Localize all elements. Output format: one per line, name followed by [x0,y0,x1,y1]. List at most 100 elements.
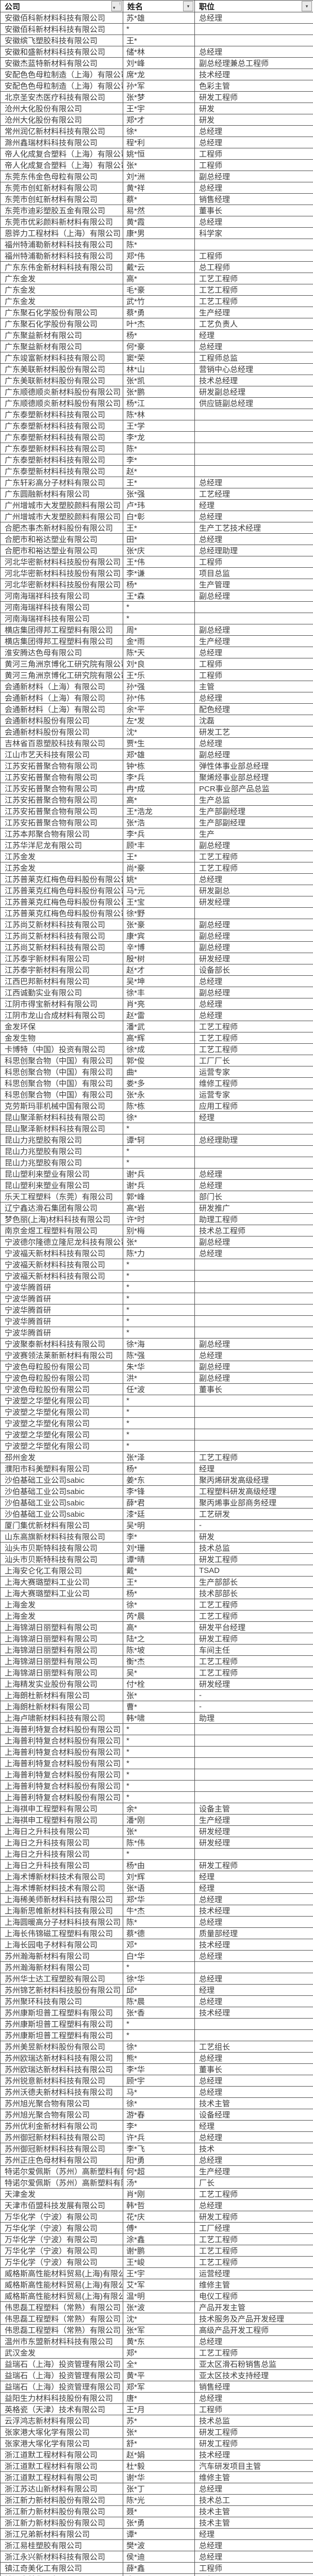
cell-company[interactable]: 上海普利特复合材料股份有限公司 [0,1780,123,1792]
cell-title[interactable]: 副总经理 [194,839,313,851]
cell-company[interactable]: 江苏普莱克红梅色母料股份有限公司 [0,896,123,908]
cell-title[interactable]: 研发经理 [194,953,313,964]
cell-name[interactable]: 冉*成 [123,783,195,794]
cell-name[interactable]: 汤* [123,2177,195,2189]
cell-name[interactable]: 唐* [123,2392,195,2404]
column-header-title[interactable]: 职位 ▾ [194,0,313,12]
cell-title[interactable]: 副总经理 [194,919,313,930]
cell-name[interactable]: 张*丁 [123,2483,195,2495]
cell-company[interactable]: 上海大赛璐塑料工业公司 [0,1576,123,1588]
cell-name[interactable]: 全* [123,2358,195,2370]
cell-title[interactable]: 工艺工程师 [194,2245,313,2257]
cell-title[interactable]: 总经理 [194,1973,313,1985]
cell-name[interactable]: 谭*晴 [123,1553,195,1565]
cell-title[interactable]: 亚太区技术支持经理 [194,2369,313,2381]
cell-company[interactable]: 广东东伟金新材料科技有限公司 [0,261,123,273]
cell-title[interactable]: 经理 [194,499,313,511]
cell-company[interactable]: 上海锦湖日丽塑料有限公司 [0,1667,123,1679]
cell-title[interactable]: 生产部部长 [194,1576,313,1588]
cell-title[interactable] [194,1961,313,1973]
cell-name[interactable]: 左*发 [123,715,195,726]
cell-company[interactable]: 广东顺德顺炎新材料股份有限公司 [0,386,123,398]
cell-name[interactable]: 赵*娟 [123,2449,195,2461]
cell-title[interactable] [194,454,313,466]
cell-company[interactable]: 卡博特（中国）投资有限公司 [0,1043,123,1055]
cell-title[interactable]: 副总经理 [194,624,313,636]
cell-company[interactable]: 上海新思帷新材料科技有限公司 [0,1905,123,1917]
cell-company[interactable]: 沧州大化股份有限公司 [0,103,123,114]
cell-name[interactable]: 舒* [123,2437,195,2449]
cell-title[interactable]: 生产工艺技术经理 [194,522,313,534]
cell-title[interactable]: 工厂厂长 [194,1055,313,1066]
cell-company[interactable]: 广东泰塑新材料科技有限公司 [0,431,123,443]
cell-name[interactable]: 张*鹏 [123,386,195,398]
cell-name[interactable]: 蔡*德 [123,1927,195,1939]
cell-name[interactable]: 张* [123,159,195,171]
cell-title[interactable]: 副总经理 [194,749,313,760]
cell-name[interactable]: 孙*强 [123,681,195,692]
cell-title[interactable]: 销售经理 [194,193,313,205]
column-header-company[interactable]: 公司 ▾ ↑ [0,0,123,12]
cell-name[interactable]: 田* [123,533,195,545]
cell-title[interactable]: 主管 [194,681,313,692]
cell-name[interactable]: 陈*坡 [123,1644,195,1656]
cell-company[interactable]: 镇江奇美化工有限公司 [0,2573,123,2576]
cell-name[interactable]: * [123,1406,195,1418]
cell-name[interactable]: 谢*鹏 [123,2245,195,2257]
cell-title[interactable]: 技术总监 [194,1542,313,1554]
cell-company[interactable]: 苏州正庄色母材料有限公司 [0,2154,123,2166]
cell-title[interactable]: 总经理 [194,2086,313,2098]
cell-name[interactable]: 张*梦 [123,91,195,103]
cell-title[interactable]: 生产总监 [194,794,313,806]
cell-title[interactable]: 电仪工程师 [194,2290,313,2302]
cell-company[interactable]: 苏州美昱新材料股份有限公司 [0,2041,123,2053]
cell-company[interactable]: 宁波赛领法莱新新材料有限公司 [0,1349,123,1361]
cell-name[interactable]: 戴*云 [123,261,195,273]
cell-name[interactable]: 吴*明 [123,1519,195,1531]
cell-title[interactable]: 研发经理 [194,896,313,908]
cell-name[interactable]: 潘*武 [123,1021,195,1032]
cell-company[interactable]: 广东美联新材料股份有限公司 [0,363,123,375]
cell-title[interactable] [194,1769,313,1781]
cell-company[interactable]: 江苏尚艾新材料科技有限公司 [0,941,123,953]
cell-company[interactable]: 宁波福天新材料科技有限公司 [0,1259,123,1270]
cell-name[interactable]: 谢*兵 [123,1168,195,1180]
cell-company[interactable]: 上海普利特复合材料股份有限公司 [0,1723,123,1735]
cell-title[interactable] [194,1293,313,1304]
cell-title[interactable]: 技术经理 [194,2449,313,2461]
cell-title[interactable]: 研发工程师 [194,1633,313,1645]
cell-title[interactable] [194,1315,313,1327]
cell-title[interactable] [194,1270,313,1282]
cell-title[interactable]: 运营专家 [194,1066,313,1078]
cell-title[interactable]: 工程师 [194,2403,313,2415]
cell-name[interactable]: * [123,1429,195,1440]
cell-name[interactable]: 苏*雄 [123,12,195,24]
cell-name[interactable]: 吴*坤 [123,975,195,987]
cell-company[interactable]: 东莞市创虹新材料有限公司 [0,193,123,205]
cell-title[interactable] [194,1157,313,1168]
cell-name[interactable]: 陈* [123,443,195,454]
cell-title[interactable]: 维修主管 [194,2279,313,2291]
cell-name[interactable]: 高*辉 [123,1032,195,1044]
cell-company[interactable]: 沙伯基础工业公司sabic [0,1474,123,1486]
cell-name[interactable]: 徐* [123,1599,195,1611]
cell-title[interactable] [194,1417,313,1429]
cell-title[interactable]: 技术经理 [194,69,313,80]
cell-company[interactable]: 滁州鑫瑞材料科技有限公司 [0,137,123,148]
cell-title[interactable]: 总经理 [194,182,313,194]
cell-company[interactable]: 会通新材料（上海）有限公司 [0,692,123,704]
cell-company[interactable]: 濮阳市科美塑料有限公司 [0,1463,123,1475]
cell-name[interactable]: 储*林 [123,46,195,58]
cell-name[interactable]: 张*泽 [123,1451,195,1463]
cell-company[interactable]: 万华化学（宁波）有限公司 [0,2211,123,2223]
cell-title[interactable]: 工艺组长 [194,2041,313,2053]
cell-name[interactable]: 王*伟 [123,556,195,568]
cell-company[interactable]: 上海稀美师新材料科技有限公司 [0,1893,123,1905]
cell-name[interactable]: * [123,613,195,624]
cell-company[interactable]: 伟思磊工程塑料（常熟）有限公司 [0,2301,123,2313]
cell-company[interactable]: 万华化学（宁波）有限公司 [0,2256,123,2268]
cell-title[interactable]: 车间主任 [194,1644,313,1656]
cell-title[interactable]: - [194,1701,313,1713]
cell-title[interactable]: 总经理 [194,2131,313,2143]
cell-company[interactable]: 上海长园电子材料有限公司 [0,1939,123,1951]
